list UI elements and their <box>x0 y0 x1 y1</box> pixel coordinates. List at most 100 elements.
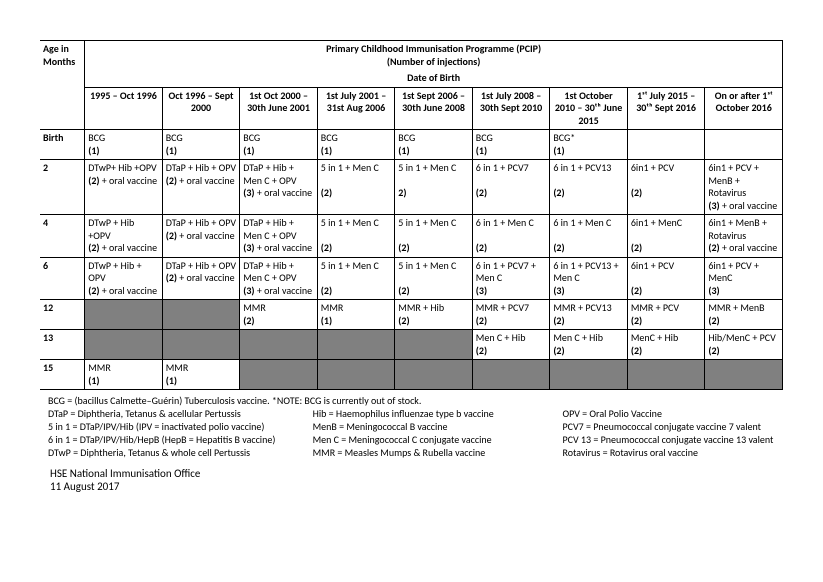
data-cell: 6 in 1 + Men C(2) <box>472 215 550 258</box>
data-cell: DTwP+ Hib +OPV(2) + oral vaccine <box>85 160 163 215</box>
cohort-header: 1st Sept 2006 – 30th June 2008 <box>395 87 473 130</box>
data-cell: 6in1 + PCV + MenC(3) <box>705 257 783 300</box>
table-row: 15MMR(1)MMR(1) <box>40 360 783 390</box>
immunisation-table: Age in Months Primary Childhood Immunisa… <box>40 40 783 390</box>
table-row: 13Men C + Hib(2)Men C + Hib(2)MenC + Hib… <box>40 330 783 360</box>
legend-item: DTaP = Diphtheria, Tetanus & acellular P… <box>48 407 313 420</box>
data-cell: MMR(2) <box>240 300 318 330</box>
cohort-header: 1st October 2010 – 30ᵗʰ June 2015 <box>550 87 628 130</box>
data-cell: 6 in 1 + PCV13(2) <box>550 160 628 215</box>
age-cell: 13 <box>40 330 85 360</box>
cohort-header: 1995 – Oct 1996 <box>85 87 163 130</box>
legend-item: Rotavirus = Rotavirus oral vaccine <box>563 446 784 459</box>
age-header: Age in Months <box>40 41 85 130</box>
data-cell <box>85 330 163 360</box>
data-cell <box>162 330 240 360</box>
data-cell: MMR + PCV13(2) <box>550 300 628 330</box>
legend: BCG = (bacillus Calmette–Guérin) Tubercu… <box>40 394 783 459</box>
data-cell: DTaP + Hib + Men C + OPV(3) + oral vacci… <box>240 160 318 215</box>
data-cell: 6 in 1 + PCV7 + Men C(3) <box>472 257 550 300</box>
data-cell: Hib/MenC + PCV(2) <box>705 330 783 360</box>
table-row: 4DTwP + Hib +OPV(2) + oral vaccineDTaP +… <box>40 215 783 258</box>
data-cell: BCG(1) <box>395 130 473 160</box>
data-cell: BCG*(1) <box>550 130 628 160</box>
data-cell: MMR + PCV7(2) <box>472 300 550 330</box>
cohort-header: Oct 1996 – Sept 2000 <box>162 87 240 130</box>
cohort-header: 1st July 2008 – 30th Sept 2010 <box>472 87 550 130</box>
legend-item: DTwP = Diphtheria, Tetanus & whole cell … <box>48 446 313 459</box>
legend-item: MenB = Meningococcal B vaccine <box>313 420 563 433</box>
cohort-header: 1st Oct 2000 – 30th June 2001 <box>240 87 318 130</box>
footer: HSE National Immunisation Office 11 Augu… <box>50 467 783 493</box>
data-cell: MMR(1) <box>162 360 240 390</box>
legend-item: 5 in 1 = DTaP/IPV/Hib (IPV = inactivated… <box>48 420 313 433</box>
data-cell <box>317 330 395 360</box>
data-cell: Men C + Hib(2) <box>472 330 550 360</box>
data-cell: MMR(1) <box>317 300 395 330</box>
data-cell <box>240 330 318 360</box>
footer-office: HSE National Immunisation Office <box>50 467 783 480</box>
legend-item: MMR = Measles Mumps & Rubella vaccine <box>313 446 563 459</box>
data-cell: DTwP + Hib + OPV(2) + oral vaccine <box>85 257 163 300</box>
data-cell: DTaP + Hib + Men C + OPV(3) + oral vacci… <box>240 215 318 258</box>
data-cell: 6 in 1 + PCV7(2) <box>472 160 550 215</box>
data-cell <box>395 330 473 360</box>
data-cell: DTaP + Hib + OPV(2) + oral vaccine <box>162 160 240 215</box>
data-cell: BCG(1) <box>240 130 318 160</box>
footer-date: 11 August 2017 <box>50 480 783 493</box>
data-cell: MMR(1) <box>85 360 163 390</box>
data-cell: MMR + PCV(2) <box>627 300 705 330</box>
data-cell: 5 in 1 + Men C2) <box>395 160 473 215</box>
table-row: 12MMR(2)MMR(1)MMR + Hib(2)MMR + PCV7(2)M… <box>40 300 783 330</box>
data-cell: DTaP + Hib + OPV(2) + oral vaccine <box>162 257 240 300</box>
data-cell <box>317 360 395 390</box>
data-cell: 6 in 1 + Men C(2) <box>550 215 628 258</box>
age-cell: 15 <box>40 360 85 390</box>
data-cell: BCG(1) <box>85 130 163 160</box>
data-cell: 5 in 1 + Men C(2) <box>317 257 395 300</box>
data-cell <box>705 130 783 160</box>
table-title: Primary Childhood Immunisation Programme… <box>85 41 783 71</box>
data-cell: 5 in 1 + Men C(2) <box>317 215 395 258</box>
age-cell: 12 <box>40 300 85 330</box>
legend-item: Men C = Meningococcal C conjugate vaccin… <box>313 433 563 446</box>
age-cell: 2 <box>40 160 85 215</box>
data-cell <box>705 360 783 390</box>
data-cell: 5 in 1 + Men C(2) <box>317 160 395 215</box>
data-cell: DTaP + Hib + OPV(2) + oral vaccine <box>162 215 240 258</box>
table-row: BirthBCG(1)BCG(1)BCG(1)BCG(1)BCG(1)BCG(1… <box>40 130 783 160</box>
cohort-header: 1ˢᵗ July 2015 – 30ᵗʰ Sept 2016 <box>627 87 705 130</box>
data-cell: 6in1 + MenC(2) <box>627 215 705 258</box>
data-cell: 6 in 1 + PCV13 + Men C(3) <box>550 257 628 300</box>
data-cell <box>627 360 705 390</box>
data-cell: DTwP + Hib +OPV(2) + oral vaccine <box>85 215 163 258</box>
table-row: 6DTwP + Hib + OPV(2) + oral vaccineDTaP … <box>40 257 783 300</box>
legend-item: Hib = Haemophilus influenzae type b vacc… <box>313 407 563 420</box>
data-cell <box>627 130 705 160</box>
data-cell: MenC + Hib(2) <box>627 330 705 360</box>
data-cell: DTaP + Hib + Men C + OPV(3) + oral vacci… <box>240 257 318 300</box>
data-cell: Men C + Hib(2) <box>550 330 628 360</box>
legend-item: OPV = Oral Polio Vaccine <box>563 407 784 420</box>
data-cell: 6in1 + PCV(2) <box>627 257 705 300</box>
data-cell: 6in1 + MenB + Rotavirus(2) + oral vaccin… <box>705 215 783 258</box>
data-cell <box>240 360 318 390</box>
legend-line: BCG = (bacillus Calmette–Guérin) Tubercu… <box>48 394 421 407</box>
legend-item: PCV 13 = Pneumococcal conjugate vaccine … <box>563 433 784 446</box>
data-cell: 6in1 + PCV(2) <box>627 160 705 215</box>
cohort-header: 1st July 2001 – 31st Aug 2006 <box>317 87 395 130</box>
data-cell <box>395 360 473 390</box>
data-cell: BCG(1) <box>162 130 240 160</box>
data-cell: 6in1 + PCV + MenB + Rotavirus(3) + oral … <box>705 160 783 215</box>
age-cell: Birth <box>40 130 85 160</box>
data-cell <box>550 360 628 390</box>
data-cell: 5 in 1 + Men C(2) <box>395 257 473 300</box>
data-cell: MMR + MenB(2) <box>705 300 783 330</box>
legend-item: PCV7 = Pneumococcal conjugate vaccine 7 … <box>563 420 784 433</box>
data-cell: BCG(1) <box>472 130 550 160</box>
age-cell: 6 <box>40 257 85 300</box>
data-cell <box>472 360 550 390</box>
dob-header: Date of Birth <box>85 70 783 87</box>
data-cell: 5 in 1 + Men C(2) <box>395 215 473 258</box>
data-cell <box>85 300 163 330</box>
